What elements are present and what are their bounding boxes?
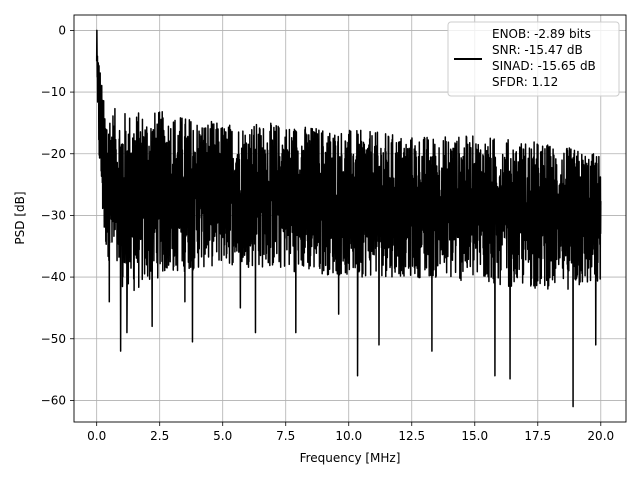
legend-enob: ENOB: -2.89 bits <box>492 27 591 41</box>
x-tick-label: 12.5 <box>398 429 425 443</box>
legend-box <box>447 21 620 97</box>
legend-sfdr: SFDR: 1.12 <box>492 75 558 89</box>
y-tick-label: 0 <box>58 23 66 37</box>
x-tick-label: 7.5 <box>276 429 295 443</box>
x-axis-ticks: 0.0 2.5 5.0 7.5 10.0 12.5 15.0 17.5 20.0 <box>87 422 614 443</box>
y-tick-label: −10 <box>41 85 66 99</box>
x-tick-label: 5.0 <box>213 429 232 443</box>
y-tick-label: −60 <box>41 393 66 407</box>
x-tick-label: 10.0 <box>335 429 362 443</box>
x-tick-label: 2.5 <box>150 429 169 443</box>
y-tick-label: −40 <box>41 270 66 284</box>
axes-frame <box>73 14 627 423</box>
plot-area <box>95 29 602 408</box>
y-axis-ticks: 0 −10 −20 −30 −40 −50 −60 <box>41 23 74 407</box>
legend: ENOB: -2.89 bits SNR: -15.47 dB SINAD: -… <box>447 21 620 97</box>
y-tick-label: −20 <box>41 147 66 161</box>
x-tick-label: 0.0 <box>87 429 106 443</box>
x-tick-label: 17.5 <box>524 429 551 443</box>
legend-sinad: SINAD: -15.65 dB <box>492 59 596 73</box>
x-axis-label: Frequency [MHz] <box>300 451 401 465</box>
y-tick-label: −30 <box>41 208 66 222</box>
psd-series <box>95 29 602 408</box>
psd-line <box>95 29 602 408</box>
y-tick-label: −50 <box>41 332 66 346</box>
legend-snr: SNR: -15.47 dB <box>492 43 583 57</box>
x-tick-label: 15.0 <box>461 429 488 443</box>
y-axis-label: PSD [dB] <box>13 191 27 244</box>
x-tick-label: 20.0 <box>587 429 614 443</box>
